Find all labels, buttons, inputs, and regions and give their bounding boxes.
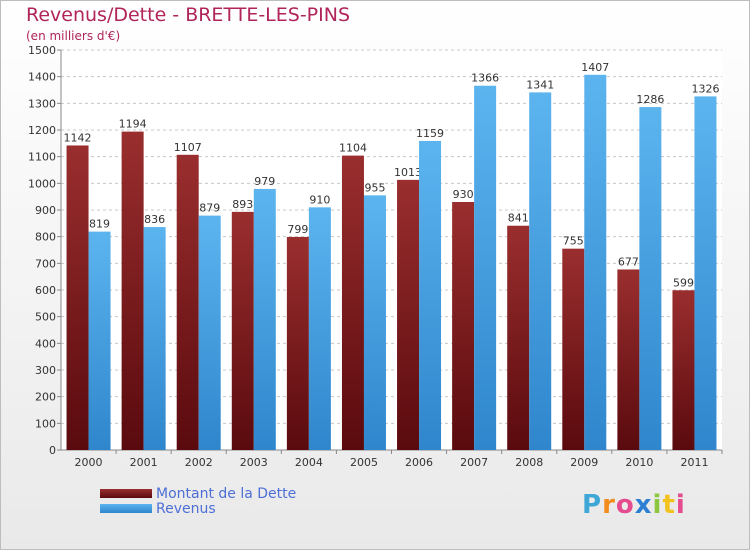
y-tick-label: 1200 [28,124,56,137]
y-tick-label: 1300 [28,97,56,110]
logo-letter: o [615,490,635,520]
bar-revenus [88,231,111,450]
y-tick-label: 1400 [28,71,56,84]
logo-letter: P [582,490,603,520]
x-tick-label: 2009 [570,456,598,469]
bar-revenus [419,140,442,450]
bar-dette [66,145,89,450]
x-tick-label: 2005 [350,456,378,469]
x-tick-label: 2011 [680,456,708,469]
y-tick-label: 100 [35,417,56,430]
y-tick-label: 900 [35,204,56,217]
legend-swatch-dette [100,489,152,498]
y-tick-label: 1000 [28,177,56,190]
y-tick-label: 400 [35,337,56,350]
data-label-dette: 930 [453,188,474,201]
bar-dette [672,290,695,450]
legend-label-revenus: Revenus [156,500,216,517]
x-tick-label: 2004 [295,456,323,469]
data-label-dette: 755 [563,235,584,248]
x-tick-label: 2002 [185,456,213,469]
data-label-dette: 893 [232,198,253,211]
logo-letter: i [652,490,663,520]
bar-dette [562,248,585,450]
bar-revenus [308,207,331,450]
x-tick-label: 2003 [240,456,268,469]
bar-dette [121,131,144,450]
bar-revenus [474,85,497,450]
x-tick-label: 2000 [75,456,103,469]
data-label-revenus: 1286 [636,93,664,106]
bar-dette [176,154,199,451]
bar-dette [507,225,530,450]
bar-dette [341,155,364,450]
data-label-dette: 1194 [119,118,147,131]
x-tick-label: 2010 [625,456,653,469]
data-label-dette: 1013 [394,166,422,179]
x-tick-label: 2008 [515,456,543,469]
data-label-revenus: 1326 [691,82,719,95]
legend: Montant de la Dette Revenus [100,485,297,517]
data-label-revenus: 910 [309,193,330,206]
data-label-revenus: 1366 [471,72,499,85]
y-tick-label: 1500 [28,44,56,57]
x-tick-label: 2007 [460,456,488,469]
bar-revenus [143,227,166,450]
data-label-dette: 841 [508,212,529,225]
chart-title: Revenus/Dette - BRETTE-LES-PINS [26,4,351,26]
bar-revenus [584,74,607,451]
bar-revenus [363,195,386,450]
data-label-dette: 1107 [174,141,202,154]
data-label-dette: 599 [673,276,694,289]
chart-subtitle: (en milliers d'€) [26,29,121,43]
legend-item-revenus: Revenus [100,500,296,517]
x-tick-label: 2006 [405,456,433,469]
data-label-revenus: 1159 [416,127,444,140]
bar-dette [231,211,254,450]
y-tick-label: 500 [35,311,56,324]
logo-letter: r [602,490,616,520]
bar-revenus [694,96,717,451]
data-label-revenus: 879 [199,202,220,215]
y-tick-label: 300 [35,364,56,377]
bar-dette [397,179,420,450]
logo-letter: t [662,490,676,520]
bar-revenus [529,92,552,451]
data-label-dette: 1142 [64,131,92,144]
data-label-revenus: 979 [254,175,275,188]
data-label-dette: 799 [287,223,308,236]
data-label-revenus: 836 [144,213,165,226]
bar-dette [286,236,309,450]
bar-revenus [639,107,662,451]
proxiti-logo: Proxiti [582,490,686,520]
data-label-revenus: 1407 [581,61,609,74]
y-tick-label: 700 [35,257,56,270]
legend-swatch-revenus [100,504,152,513]
data-label-dette: 1104 [339,142,367,155]
logo-letter: i [675,490,686,520]
y-tick-label: 1100 [28,151,56,164]
logo-letter: x [634,490,653,520]
legend-item-dette: Montant de la Dette [100,485,297,502]
plot-area [61,50,722,450]
bar-dette [452,202,475,450]
bar-revenus [253,188,276,450]
data-label-dette: 677 [618,255,639,268]
y-tick-label: 200 [35,391,56,404]
bar-revenus [198,215,221,450]
data-label-revenus: 1341 [526,78,554,91]
x-tick-label: 2001 [130,456,158,469]
y-tick-label: 800 [35,231,56,244]
y-tick-label: 0 [49,444,56,457]
bar-dette [617,269,640,450]
data-label-revenus: 819 [89,218,110,231]
legend-label-dette: Montant de la Dette [156,485,297,502]
data-label-revenus: 955 [364,181,385,194]
y-tick-label: 600 [35,284,56,297]
